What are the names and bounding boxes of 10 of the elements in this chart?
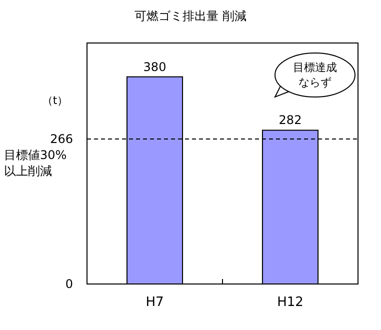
y-axis-title: （t） (42, 94, 68, 107)
ref-line-label: 目標値30%以上削減 (4, 148, 67, 178)
data-label: 282 (278, 113, 302, 128)
x-tick-label: H7 (146, 295, 164, 310)
y-tick-label: 266 (50, 132, 73, 146)
x-tick-label: H12 (277, 295, 304, 310)
data-label: 380 (143, 60, 166, 74)
y-tick-label: 0 (65, 276, 73, 291)
annotation: 目標達成ならず (293, 61, 337, 89)
chart-title: 可燃ゴミ排出量 削減 (134, 9, 246, 23)
